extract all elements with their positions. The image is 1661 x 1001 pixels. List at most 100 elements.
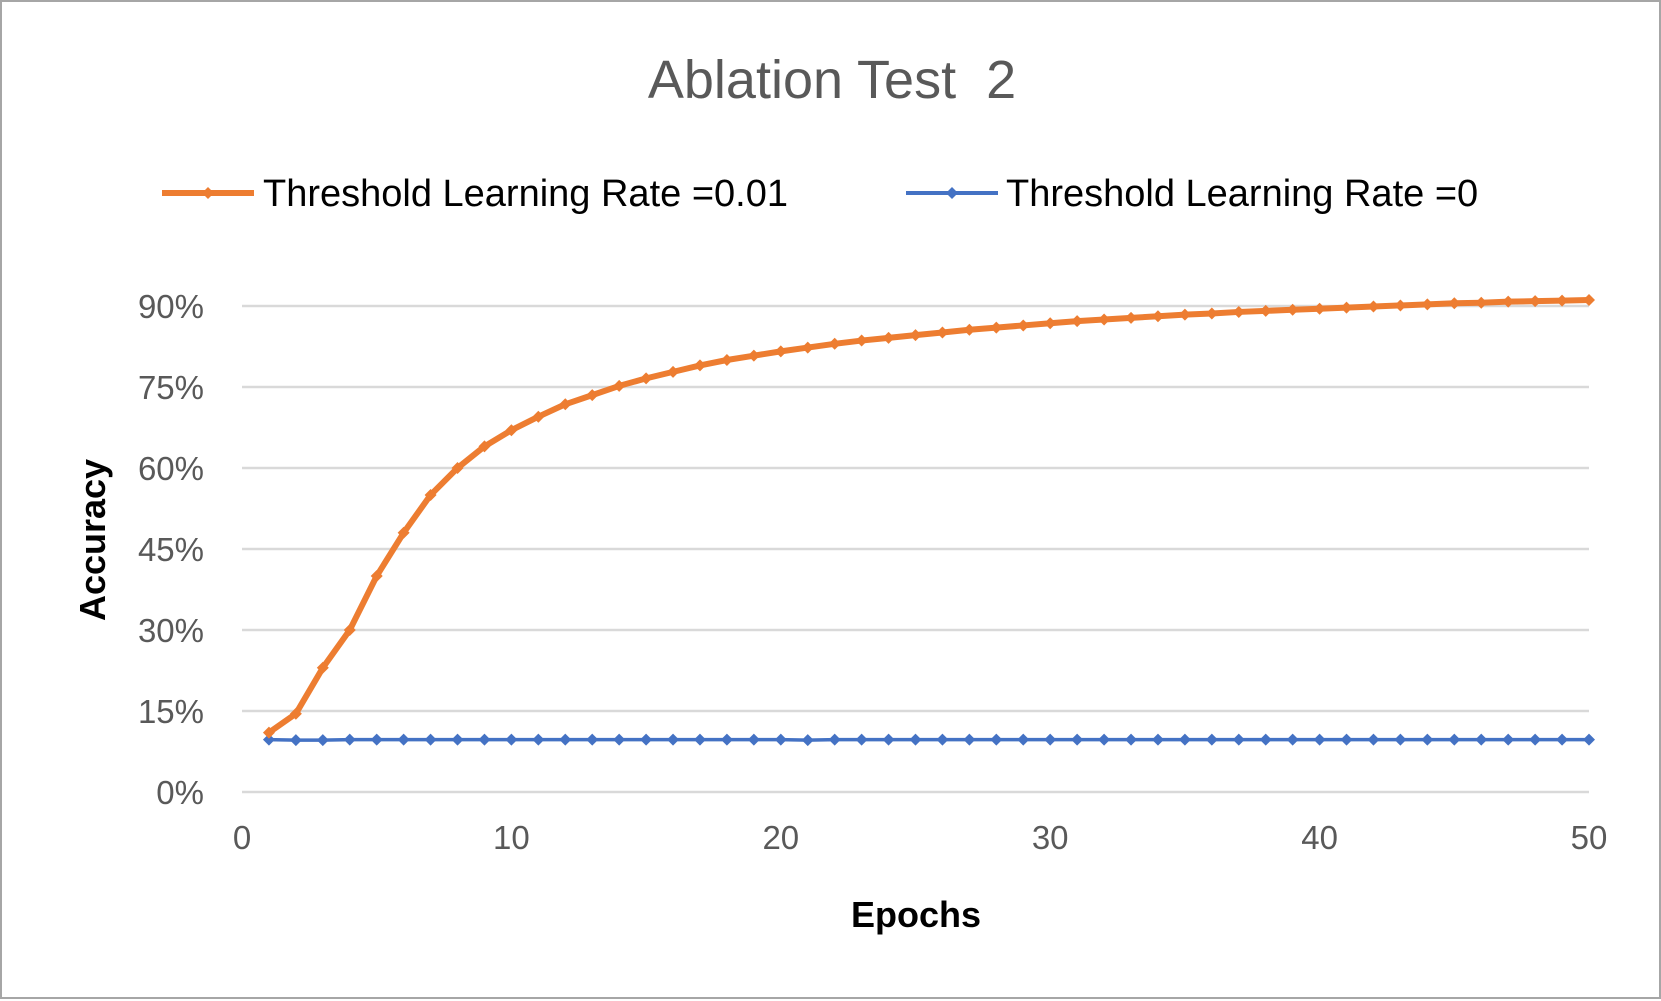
data-point[interactable] <box>532 410 545 423</box>
data-point[interactable] <box>424 489 437 501</box>
data-point[interactable] <box>1232 733 1245 746</box>
data-point[interactable] <box>1286 733 1299 746</box>
data-point[interactable] <box>747 733 760 746</box>
data-point[interactable] <box>1017 733 1030 746</box>
data-point[interactable] <box>1394 733 1407 746</box>
data-point[interactable] <box>451 462 464 474</box>
data-point[interactable] <box>1178 733 1191 746</box>
data-point[interactable] <box>1071 315 1084 328</box>
data-point[interactable] <box>586 733 599 746</box>
data-point[interactable] <box>909 329 922 342</box>
data-point[interactable] <box>559 733 572 746</box>
data-point[interactable] <box>1259 304 1272 317</box>
data-point[interactable] <box>1232 305 1245 318</box>
data-point[interactable] <box>1448 297 1461 310</box>
data-point[interactable] <box>1151 310 1164 323</box>
data-point[interactable] <box>1340 733 1353 746</box>
data-point[interactable] <box>586 389 599 402</box>
data-point[interactable] <box>1313 302 1326 315</box>
data-point[interactable] <box>909 733 922 746</box>
data-point[interactable] <box>963 733 976 746</box>
data-point[interactable] <box>1583 733 1595 746</box>
data-point[interactable] <box>1017 319 1030 332</box>
data-point[interactable] <box>1178 308 1191 321</box>
legend-item-series-0[interactable]: Threshold Learning Rate =0.01 <box>162 173 788 215</box>
data-point[interactable] <box>1098 313 1111 326</box>
data-point[interactable] <box>1125 733 1138 746</box>
data-point[interactable] <box>828 733 841 746</box>
data-point[interactable] <box>990 321 1003 334</box>
data-point[interactable] <box>613 379 626 392</box>
data-point[interactable] <box>1583 294 1595 307</box>
data-point[interactable] <box>1502 733 1515 746</box>
data-point[interactable] <box>720 733 733 746</box>
data-point[interactable] <box>1313 733 1326 746</box>
data-point[interactable] <box>451 733 464 746</box>
data-point[interactable] <box>774 345 787 358</box>
data-point[interactable] <box>1286 303 1299 316</box>
data-point[interactable] <box>1475 296 1488 309</box>
data-point[interactable] <box>532 733 545 746</box>
data-point[interactable] <box>1151 733 1164 746</box>
data-point[interactable] <box>640 733 653 746</box>
data-point[interactable] <box>1259 733 1272 746</box>
data-point[interactable] <box>1475 733 1488 746</box>
data-point[interactable] <box>990 733 1003 746</box>
data-point[interactable] <box>370 570 383 582</box>
data-point[interactable] <box>936 733 949 746</box>
data-point[interactable] <box>1205 307 1218 320</box>
data-point[interactable] <box>559 398 572 411</box>
data-point[interactable] <box>774 733 787 746</box>
data-point[interactable] <box>828 337 841 350</box>
data-point[interactable] <box>693 733 706 746</box>
data-point[interactable] <box>1367 300 1380 313</box>
data-point[interactable] <box>747 349 760 362</box>
data-point[interactable] <box>1529 733 1542 746</box>
data-point[interactable] <box>343 624 356 636</box>
data-point[interactable] <box>316 661 329 674</box>
data-point[interactable] <box>1394 299 1407 312</box>
data-point[interactable] <box>667 365 680 378</box>
data-point[interactable] <box>370 733 383 746</box>
data-point[interactable] <box>855 334 868 347</box>
data-point[interactable] <box>855 733 868 746</box>
data-point[interactable] <box>801 734 814 747</box>
data-point[interactable] <box>262 733 275 746</box>
legend-item-series-1[interactable]: Threshold Learning Rate =0 <box>906 173 1478 215</box>
data-point[interactable] <box>1421 733 1434 746</box>
data-point[interactable] <box>1205 733 1218 746</box>
data-point[interactable] <box>963 323 976 336</box>
data-point[interactable] <box>693 359 706 372</box>
data-point[interactable] <box>424 733 437 746</box>
data-point[interactable] <box>640 372 653 385</box>
data-point[interactable] <box>1340 301 1353 314</box>
data-point[interactable] <box>667 733 680 746</box>
data-point[interactable] <box>289 707 302 720</box>
data-point[interactable] <box>1421 298 1434 311</box>
data-point[interactable] <box>505 733 518 746</box>
data-point[interactable] <box>1125 311 1138 324</box>
data-point[interactable] <box>1367 733 1380 746</box>
data-point[interactable] <box>1502 295 1515 308</box>
data-point[interactable] <box>1529 295 1542 308</box>
data-point[interactable] <box>1044 733 1057 746</box>
data-point[interactable] <box>882 733 895 746</box>
data-point[interactable] <box>882 331 895 344</box>
data-point[interactable] <box>1071 733 1084 746</box>
data-point[interactable] <box>316 734 329 747</box>
data-point[interactable] <box>613 733 626 746</box>
data-point[interactable] <box>801 341 814 354</box>
data-point[interactable] <box>397 526 410 539</box>
data-point[interactable] <box>1556 294 1569 307</box>
data-point[interactable] <box>262 726 275 739</box>
data-point[interactable] <box>936 326 949 339</box>
data-point[interactable] <box>1448 733 1461 746</box>
data-point[interactable] <box>1556 733 1569 746</box>
data-point[interactable] <box>1098 733 1111 746</box>
data-point[interactable] <box>720 354 733 366</box>
data-point[interactable] <box>478 733 491 746</box>
data-point[interactable] <box>505 424 518 437</box>
data-point[interactable] <box>478 440 491 453</box>
data-point[interactable] <box>397 733 410 746</box>
data-point[interactable] <box>289 734 302 747</box>
